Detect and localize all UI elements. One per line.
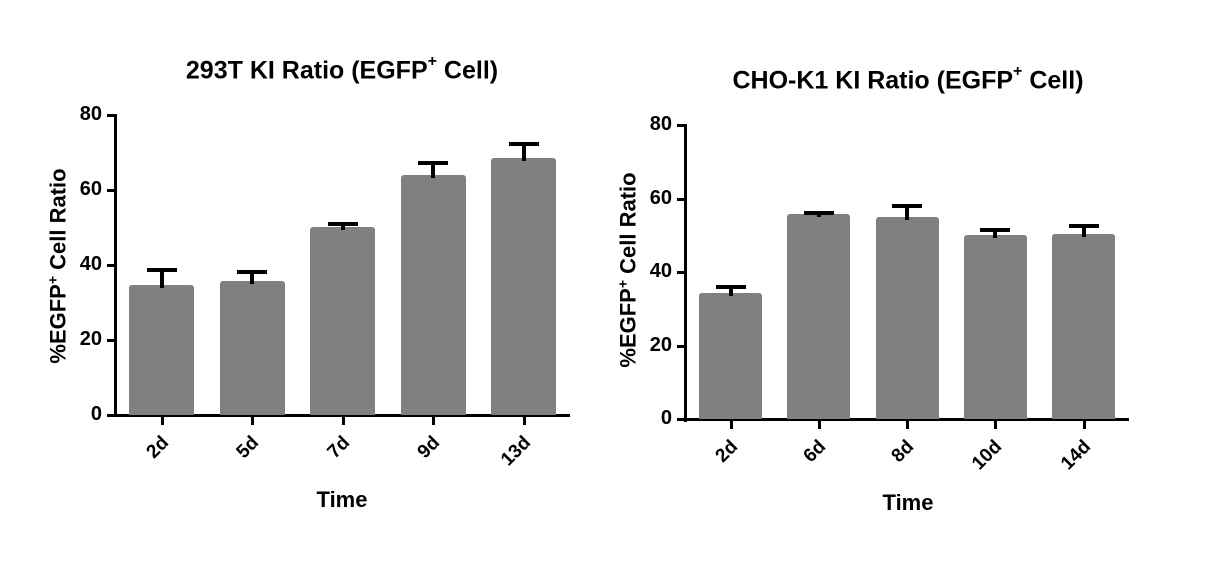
x-tick-label: 9d bbox=[413, 432, 445, 463]
y-tick-label: 40 bbox=[79, 253, 102, 275]
x-tick-label: 8d bbox=[887, 436, 919, 467]
error-bar-stem bbox=[159, 269, 164, 288]
x-tick-label: 5d bbox=[232, 432, 264, 463]
x-tick-label: 2d bbox=[711, 436, 742, 467]
ylabel-superscript: + bbox=[614, 279, 631, 289]
error-bar-stem bbox=[993, 228, 998, 238]
title-text: 293T KI Ratio (EGFP bbox=[185, 56, 428, 85]
x-tick-label: 6d bbox=[799, 436, 830, 467]
chart-title: 293T KI Ratio (EGFP+ Cell) bbox=[185, 53, 499, 85]
y-axis-line bbox=[114, 114, 117, 417]
x-axis-line bbox=[114, 414, 570, 417]
bar-2d bbox=[129, 284, 194, 415]
bar-2d bbox=[699, 292, 762, 419]
bar-7d bbox=[310, 227, 375, 415]
y-tick bbox=[677, 124, 685, 127]
error-bar-cap bbox=[327, 222, 358, 226]
bar-8d bbox=[875, 216, 939, 419]
error-bar-cap bbox=[237, 270, 267, 274]
y-tick-label: 80 bbox=[649, 113, 672, 135]
error-bar-cap bbox=[980, 227, 1011, 232]
y-tick bbox=[677, 418, 685, 421]
y-tick bbox=[677, 271, 685, 274]
bar-10d bbox=[963, 234, 1027, 419]
bar-14d bbox=[1052, 233, 1116, 419]
y-tick-label: 80 bbox=[79, 103, 102, 125]
y-tick-label: 60 bbox=[649, 186, 672, 209]
title-superscript: + bbox=[1013, 63, 1023, 80]
y-tick bbox=[677, 344, 685, 348]
x-tick bbox=[729, 420, 733, 429]
x-tick bbox=[432, 416, 435, 425]
x-tick-label: 14d bbox=[1056, 436, 1095, 475]
error-bar-cap bbox=[1068, 223, 1099, 228]
y-tick-label: 0 bbox=[90, 403, 102, 425]
x-tick bbox=[906, 420, 910, 429]
error-bar-stem bbox=[340, 223, 345, 231]
error-bar-cap bbox=[508, 142, 539, 147]
x-tick bbox=[817, 420, 821, 429]
x-axis-line bbox=[684, 418, 1129, 421]
x-tick bbox=[522, 416, 526, 425]
x-axis-label: Time bbox=[882, 490, 934, 515]
bar-6d bbox=[787, 213, 851, 419]
x-tick bbox=[341, 416, 345, 425]
error-bar-stem bbox=[1081, 224, 1086, 237]
y-tick-label: 0 bbox=[660, 407, 672, 429]
error-bar-stem bbox=[431, 161, 435, 178]
y-axis-line bbox=[684, 124, 687, 422]
error-bar-cap bbox=[715, 284, 746, 289]
error-bar-stem bbox=[250, 271, 254, 285]
error-bar-stem bbox=[521, 143, 526, 162]
x-tick-label: 7d bbox=[323, 432, 354, 463]
chart-title: CHO-K1 KI Ratio (EGFP+ Cell) bbox=[732, 63, 1084, 95]
x-tick bbox=[251, 416, 254, 425]
x-tick bbox=[1082, 420, 1086, 429]
y-tick bbox=[677, 197, 685, 201]
x-tick bbox=[994, 420, 998, 429]
error-bar-cap bbox=[892, 203, 923, 208]
x-axis-label: Time bbox=[316, 487, 368, 512]
error-bar-stem bbox=[905, 204, 910, 220]
y-tick bbox=[107, 339, 115, 342]
x-tick bbox=[160, 416, 164, 425]
error-bar-stem bbox=[728, 285, 733, 296]
y-tick bbox=[107, 189, 115, 192]
x-tick-label: 2d bbox=[142, 432, 173, 463]
y-tick-label: 60 bbox=[79, 178, 102, 200]
y-tick-label: 40 bbox=[649, 260, 672, 282]
bar-5d bbox=[219, 281, 285, 415]
ylabel-superscript: + bbox=[44, 275, 61, 285]
title-text-end: Cell) bbox=[436, 56, 499, 85]
y-tick-label: 20 bbox=[649, 333, 672, 356]
ylabel-text: %EGFP bbox=[45, 284, 71, 364]
title-superscript: + bbox=[427, 53, 437, 70]
y-tick-label: 20 bbox=[79, 328, 102, 350]
x-tick-label: 10d bbox=[968, 436, 1007, 475]
title-text-end: Cell) bbox=[1022, 66, 1084, 95]
error-bar-cap bbox=[418, 160, 448, 165]
error-bar-cap bbox=[803, 210, 834, 215]
bar-13d bbox=[491, 158, 556, 415]
x-tick-label: 13d bbox=[496, 432, 535, 471]
y-tick bbox=[107, 264, 115, 267]
y-tick bbox=[107, 114, 115, 117]
title-text: CHO-K1 KI Ratio (EGFP bbox=[732, 66, 1014, 95]
y-tick bbox=[107, 414, 115, 417]
bar-9d bbox=[400, 175, 466, 415]
error-bar-cap bbox=[146, 268, 177, 273]
